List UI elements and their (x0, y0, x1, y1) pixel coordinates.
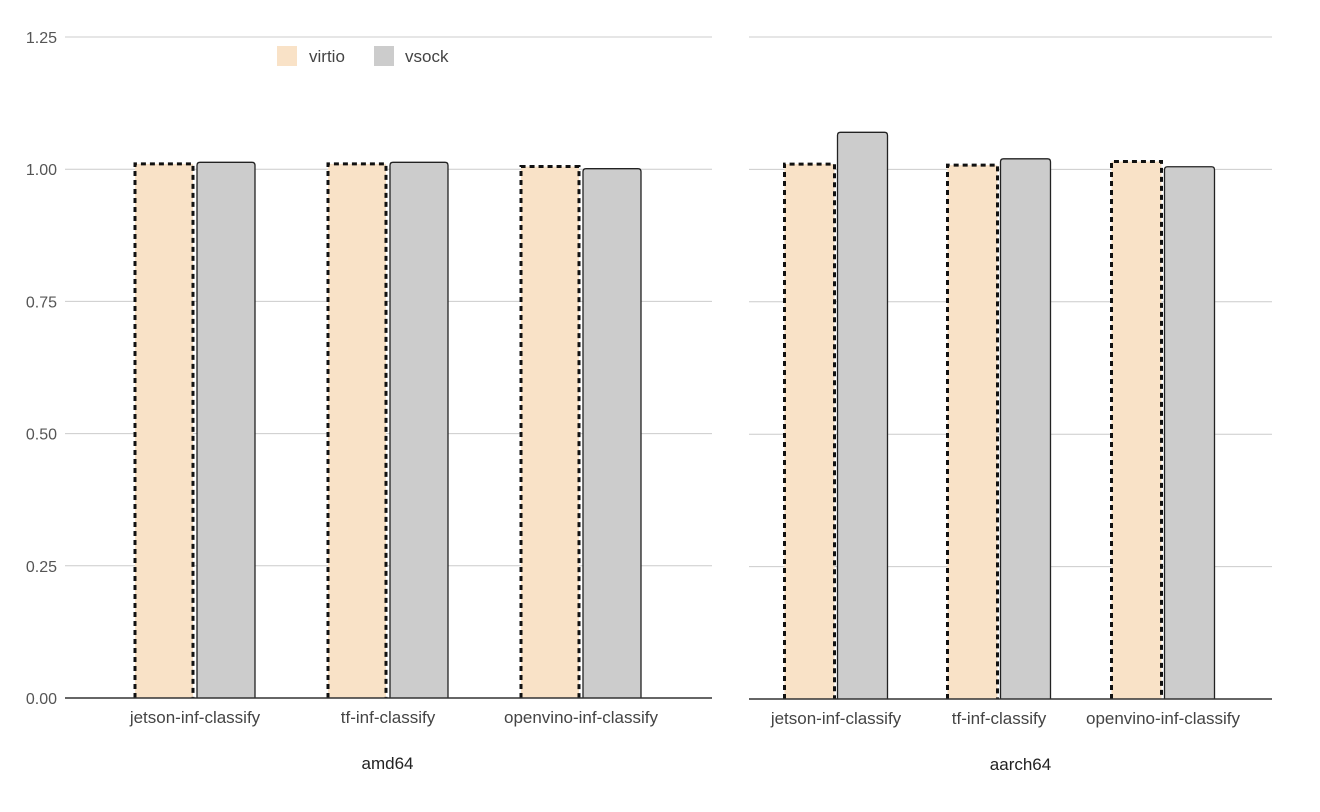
bar-virtio-jetson-inf-classify (784, 164, 835, 699)
x-category-label: openvino-inf-classify (1086, 709, 1241, 728)
y-tick-label: 1.00 (26, 162, 57, 179)
bar-virtio-openvino-inf-classify (521, 166, 579, 698)
legend-label-virtio: virtio (309, 47, 345, 66)
bar-outline-virtio-openvino-inf-classify (1110, 159, 1163, 699)
bar-vsock-tf-inf-classify (389, 161, 449, 698)
bars (133, 161, 642, 699)
bar-outline-virtio-tf-inf-classify (326, 162, 388, 698)
bar-outline-virtio-jetson-inf-classify (783, 162, 836, 699)
legend-label-vsock: vsock (405, 47, 449, 66)
bar-vsock-jetson-inf-classify (196, 161, 256, 698)
bar-outline-virtio-openvino-inf-classify (519, 165, 581, 698)
legend-swatch-virtio (277, 46, 297, 66)
bar-outline-virtio-jetson-inf-classify (133, 162, 195, 698)
y-tick-label: 0.50 (26, 427, 57, 444)
y-tick-label: 0.75 (26, 294, 57, 311)
y-tick-label: 0.00 (26, 691, 57, 708)
chart-panel-aarch64: jetson-inf-classify tf-inf-classify openvi… (749, 36, 1272, 774)
bar-virtio-openvino-inf-classify (1111, 161, 1162, 699)
bar-virtio-tf-inf-classify (328, 163, 386, 699)
x-axis-title: amd64 (362, 754, 414, 773)
legend: virtio vsock (277, 46, 449, 66)
chart-panel-amd64: 0.00 0.25 0.50 0.75 1.00 1.25 jetson-inf-clas… (26, 30, 712, 773)
legend-swatch-vsock (374, 46, 394, 66)
bars (783, 131, 1216, 699)
x-axis-category-labels: jetson-inf-classify tf-inf-classify openvi… (129, 708, 659, 727)
bar-outline-virtio-tf-inf-classify (946, 163, 999, 699)
bar-vsock-tf-inf-classify (999, 158, 1052, 699)
bar-vsock-openvino-inf-classify (582, 168, 642, 698)
y-tick-label: 1.25 (26, 30, 57, 47)
x-category-label: openvino-inf-classify (504, 708, 659, 727)
x-category-label: jetson-inf-classify (770, 709, 902, 728)
bar-vsock-openvino-inf-classify (1163, 166, 1216, 699)
y-tick-label: 0.25 (26, 559, 57, 576)
bar-virtio-jetson-inf-classify (135, 163, 193, 699)
bar-vsock-jetson-inf-classify (836, 131, 889, 699)
x-axis-title: aarch64 (990, 755, 1051, 774)
bar-virtio-tf-inf-classify (947, 165, 998, 699)
x-category-label: jetson-inf-classify (129, 708, 261, 727)
x-category-label: tf-inf-classify (952, 709, 1047, 728)
y-axis-ticks: 0.00 0.25 0.50 0.75 1.00 1.25 (26, 30, 57, 708)
x-axis-category-labels: jetson-inf-classify tf-inf-classify openvi… (770, 709, 1241, 728)
x-category-label: tf-inf-classify (341, 708, 436, 727)
